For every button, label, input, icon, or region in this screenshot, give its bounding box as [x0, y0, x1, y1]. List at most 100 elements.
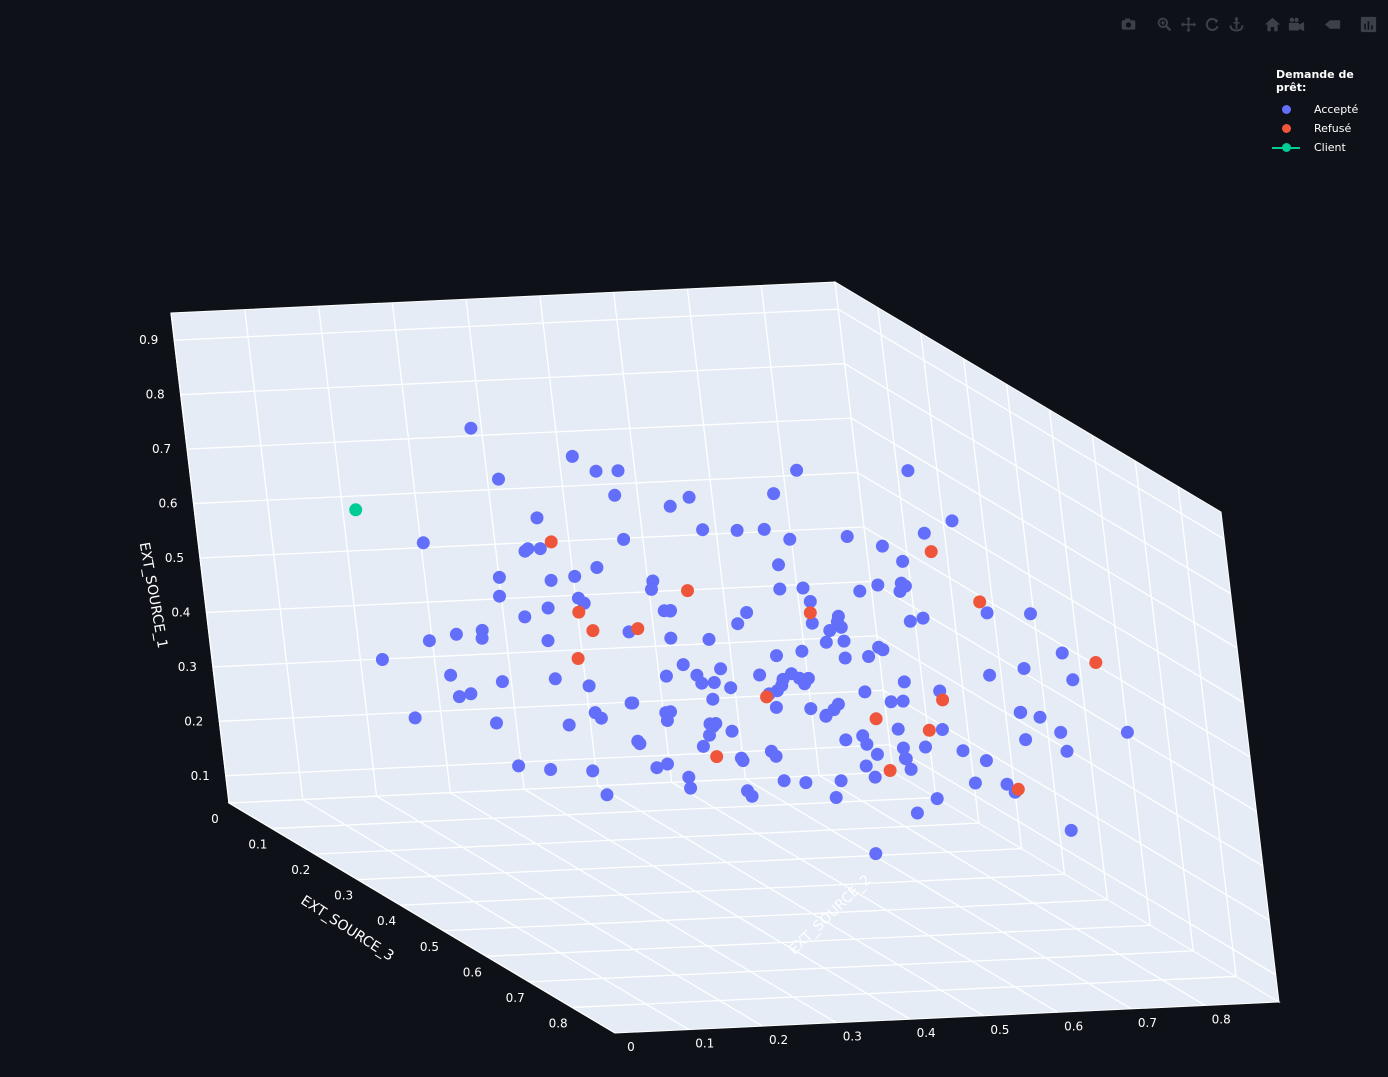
data-point[interactable] — [924, 545, 938, 559]
data-point[interactable] — [1014, 705, 1028, 719]
data-point[interactable] — [876, 643, 890, 657]
data-point[interactable] — [1060, 744, 1074, 758]
data-point[interactable] — [493, 589, 506, 603]
data-point[interactable] — [690, 668, 704, 682]
data-point[interactable] — [696, 523, 710, 537]
data-point[interactable] — [891, 722, 905, 736]
data-point[interactable] — [541, 601, 555, 615]
data-point[interactable] — [916, 611, 930, 625]
data-point[interactable] — [710, 750, 724, 764]
data-point[interactable] — [773, 582, 787, 596]
data-point[interactable] — [492, 570, 506, 584]
data-point[interactable] — [659, 706, 673, 720]
data-point[interactable] — [684, 781, 698, 795]
data-point[interactable] — [930, 792, 944, 806]
data-point[interactable] — [571, 652, 585, 665]
data-point[interactable] — [884, 695, 898, 709]
data-point[interactable] — [572, 605, 586, 619]
data-point[interactable] — [586, 624, 600, 638]
data-point[interactable] — [464, 421, 478, 435]
data-point[interactable] — [681, 584, 694, 598]
data-point[interactable] — [1033, 710, 1047, 724]
data-point[interactable] — [664, 631, 678, 645]
data-point[interactable] — [650, 761, 664, 775]
data-point[interactable] — [582, 679, 596, 693]
data-point[interactable] — [823, 624, 837, 637]
data-point[interactable] — [917, 526, 931, 540]
data-point[interactable] — [544, 535, 558, 549]
data-point[interactable] — [544, 573, 558, 587]
data-point[interactable] — [586, 764, 600, 778]
data-point[interactable] — [980, 606, 994, 620]
data-point[interactable] — [730, 523, 744, 537]
data-point[interactable] — [533, 542, 547, 556]
data-point[interactable] — [776, 672, 790, 686]
data-point[interactable] — [860, 737, 874, 751]
data-point[interactable] — [633, 737, 647, 751]
data-point[interactable] — [859, 759, 873, 773]
data-point[interactable] — [853, 584, 867, 598]
data-point[interactable] — [968, 776, 982, 790]
data-point[interactable] — [702, 632, 716, 646]
legend-item[interactable]: Client — [1270, 138, 1388, 157]
data-point[interactable] — [793, 671, 806, 685]
data-point[interactable] — [829, 791, 843, 804]
data-point[interactable] — [490, 716, 503, 730]
data-point[interactable] — [682, 490, 696, 504]
data-point[interactable] — [617, 532, 631, 546]
data-point[interactable] — [696, 739, 710, 753]
data-point[interactable] — [870, 747, 884, 761]
data-point[interactable] — [840, 530, 854, 543]
data-point[interactable] — [936, 693, 950, 707]
data-point[interactable] — [896, 694, 910, 708]
data-point[interactable] — [935, 723, 949, 736]
data-point[interactable] — [910, 806, 924, 820]
data-point[interactable] — [707, 676, 721, 689]
data-point[interactable] — [819, 635, 833, 649]
data-point[interactable] — [973, 595, 987, 609]
data-point[interactable] — [896, 554, 910, 568]
data-point[interactable] — [1064, 823, 1078, 837]
data-point[interactable] — [753, 668, 767, 682]
data-point[interactable] — [769, 700, 783, 714]
data-point[interactable] — [757, 522, 771, 536]
data-point[interactable] — [772, 558, 785, 572]
data-point[interactable] — [805, 616, 819, 630]
data-point[interactable] — [416, 536, 430, 550]
data-point[interactable] — [682, 770, 696, 784]
data-point[interactable] — [548, 672, 562, 686]
orbit-rotation-button[interactable] — [1200, 12, 1224, 36]
data-point[interactable] — [869, 712, 883, 726]
data-point[interactable] — [724, 681, 738, 695]
data-point[interactable] — [663, 499, 677, 513]
data-point[interactable] — [745, 789, 759, 803]
data-point[interactable] — [452, 690, 466, 704]
data-point[interactable] — [767, 487, 781, 501]
data-point[interactable] — [449, 627, 463, 641]
data-point[interactable] — [1000, 777, 1014, 791]
client-point[interactable] — [349, 503, 363, 517]
data-point[interactable] — [783, 532, 797, 546]
data-point[interactable] — [495, 675, 509, 689]
data-point[interactable] — [562, 718, 576, 732]
legend-item[interactable]: Accepté — [1270, 100, 1388, 119]
data-point[interactable] — [657, 604, 671, 618]
data-point[interactable] — [804, 702, 818, 716]
pan-button[interactable] — [1176, 12, 1200, 36]
data-point[interactable] — [790, 463, 804, 477]
data-point[interactable] — [897, 675, 911, 689]
data-point[interactable] — [871, 578, 885, 592]
data-point[interactable] — [837, 634, 851, 648]
data-point[interactable] — [1089, 656, 1103, 669]
data-point[interactable] — [838, 651, 852, 665]
data-point[interactable] — [706, 692, 720, 706]
data-point[interactable] — [919, 740, 932, 754]
data-point[interactable] — [676, 658, 690, 672]
data-point[interactable] — [541, 634, 555, 648]
data-point[interactable] — [869, 847, 883, 861]
camera-button[interactable] — [1116, 12, 1140, 36]
data-point[interactable] — [492, 472, 505, 486]
data-point[interactable] — [760, 690, 774, 704]
data-point[interactable] — [777, 774, 791, 788]
data-point[interactable] — [1120, 725, 1134, 739]
